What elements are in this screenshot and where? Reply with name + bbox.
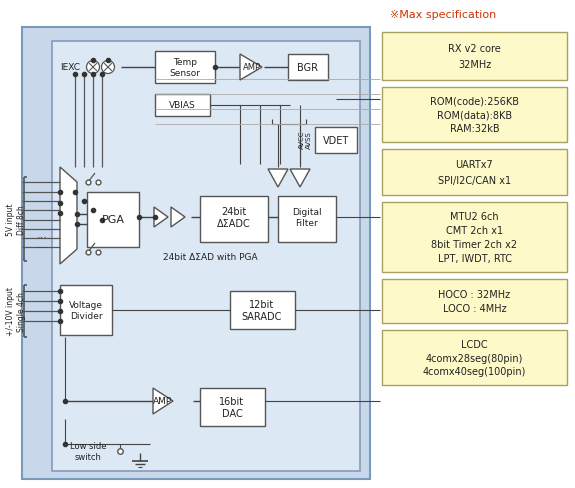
Text: Voltage
Divider: Voltage Divider	[69, 301, 103, 320]
Polygon shape	[153, 388, 173, 414]
Bar	[155, 95, 210, 117]
Text: BGR: BGR	[297, 63, 319, 73]
Text: 4comx40seg(100pin): 4comx40seg(100pin)	[423, 366, 526, 376]
Circle shape	[86, 61, 99, 74]
Circle shape	[102, 61, 114, 74]
Text: VBIAS: VBIAS	[168, 102, 196, 110]
Text: 24bit ΔΣAD with PGA: 24bit ΔΣAD with PGA	[163, 253, 258, 262]
Bar	[230, 291, 295, 329]
Text: RX v2 core: RX v2 core	[448, 44, 501, 54]
Text: ROM(code):256KB: ROM(code):256KB	[430, 97, 519, 106]
Text: PGA: PGA	[102, 215, 125, 224]
Text: ※Max specification: ※Max specification	[390, 10, 496, 20]
Bar	[200, 197, 268, 243]
Text: 4comx28seg(80pin): 4comx28seg(80pin)	[426, 353, 523, 363]
Polygon shape	[290, 170, 310, 187]
Bar	[278, 197, 336, 243]
Text: ROM(data):8KB: ROM(data):8KB	[437, 110, 512, 120]
Text: AMP: AMP	[243, 63, 261, 72]
Text: AMP: AMP	[154, 397, 172, 406]
Text: IEXC: IEXC	[60, 63, 80, 72]
Bar	[87, 193, 139, 247]
Bar	[382, 280, 567, 324]
Bar	[60, 285, 112, 335]
Text: ...: ...	[37, 240, 47, 249]
Bar	[382, 330, 567, 385]
Text: ΔΣADC: ΔΣADC	[217, 219, 251, 228]
Bar	[382, 150, 567, 196]
Text: HOCO : 32MHz: HOCO : 32MHz	[439, 289, 511, 299]
Text: Digital
Filter: Digital Filter	[292, 208, 322, 227]
Text: MTU2 6ch: MTU2 6ch	[450, 212, 499, 222]
Bar	[200, 388, 265, 426]
Bar	[288, 55, 328, 81]
Text: LPT, IWDT, RTC: LPT, IWDT, RTC	[438, 253, 512, 264]
Text: RAM:32kB: RAM:32kB	[450, 124, 499, 134]
Bar	[382, 33, 567, 81]
Polygon shape	[240, 55, 262, 81]
Text: 8bit Timer 2ch x2: 8bit Timer 2ch x2	[431, 240, 518, 249]
Text: 5V input
Diff 8ch: 5V input Diff 8ch	[6, 203, 26, 236]
Text: Low side
switch: Low side switch	[70, 441, 106, 461]
Text: VDET: VDET	[323, 136, 349, 146]
Bar	[382, 203, 567, 272]
Bar	[315, 128, 357, 154]
Text: LCDC: LCDC	[461, 339, 488, 349]
Text: 24bit: 24bit	[221, 206, 247, 217]
Text: SPI/I2C/CAN x1: SPI/I2C/CAN x1	[438, 175, 511, 185]
Text: AVCC
AVSS: AVCC AVSS	[298, 130, 312, 149]
Text: CMT 2ch x1: CMT 2ch x1	[446, 225, 503, 236]
Polygon shape	[154, 207, 168, 227]
Text: LOCO : 4MHz: LOCO : 4MHz	[443, 304, 507, 314]
Text: 16bit
DAC: 16bit DAC	[220, 396, 244, 418]
Text: ...: ...	[37, 229, 47, 240]
Bar	[382, 88, 567, 142]
Polygon shape	[171, 207, 185, 227]
Text: +/-10V input
Single 4ch: +/-10V input Single 4ch	[6, 287, 26, 336]
Text: 32MHz: 32MHz	[458, 60, 491, 70]
Bar	[155, 52, 215, 84]
Text: 12bit
SARADC: 12bit SARADC	[242, 300, 282, 321]
Bar	[22, 28, 370, 479]
Polygon shape	[60, 168, 77, 264]
Text: Temp
Sensor: Temp Sensor	[170, 58, 201, 78]
Polygon shape	[268, 170, 288, 187]
Bar	[52, 42, 360, 471]
Text: UARTx7: UARTx7	[455, 160, 493, 170]
